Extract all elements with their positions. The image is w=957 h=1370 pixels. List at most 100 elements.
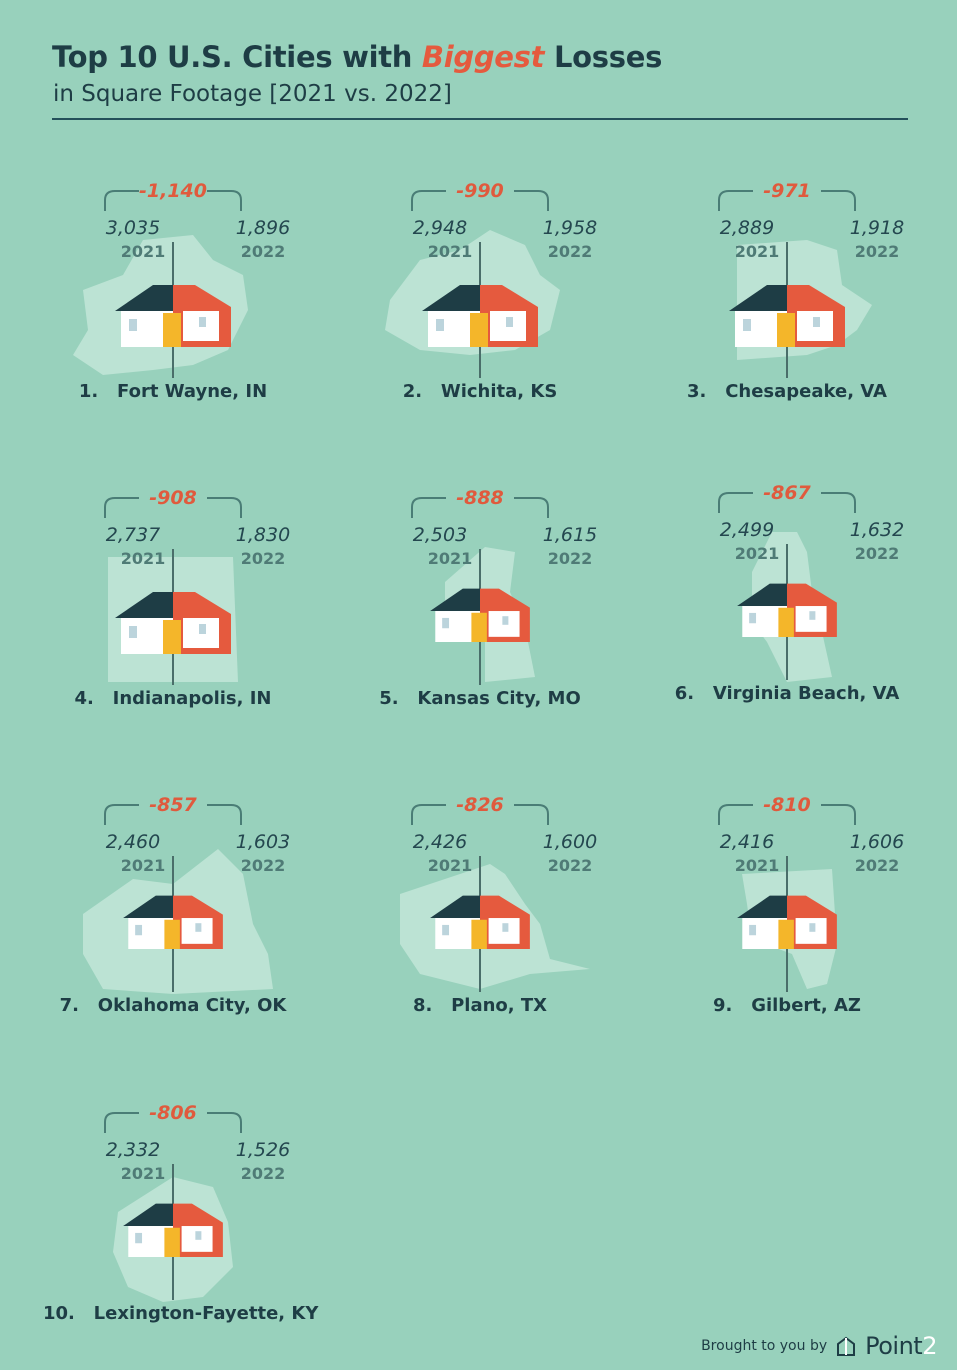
difference-value: -810 <box>763 794 811 816</box>
city-name: 9. Gilbert, AZ <box>713 995 861 1016</box>
brand-logo: Point2 <box>865 1332 937 1360</box>
city-illustration <box>385 190 560 378</box>
year-label-2022: 2022 <box>240 549 286 568</box>
value-2021: 2,948 <box>412 217 468 239</box>
value-2022: 1,600 <box>542 831 598 853</box>
value-2021: 2,503 <box>412 524 468 546</box>
year-label-2021: 2021 <box>120 856 166 875</box>
year-label-2021: 2021 <box>427 242 473 261</box>
house-icon <box>115 592 231 654</box>
difference-bracket <box>718 190 856 211</box>
footer-credit: Brought to you by Point2 <box>701 1332 937 1360</box>
year-label-2021: 2021 <box>427 856 473 875</box>
city-illustration <box>73 190 248 378</box>
title-highlight: Biggest <box>421 40 545 74</box>
house-icon <box>430 895 530 949</box>
value-2022: 1,632 <box>849 519 905 541</box>
value-2021: 2,332 <box>105 1139 161 1161</box>
value-2022: 1,603 <box>235 831 291 853</box>
difference-value: -990 <box>456 180 504 202</box>
value-2022: 1,615 <box>542 524 598 546</box>
year-label-2021: 2021 <box>734 544 780 563</box>
title-after: Losses <box>553 40 663 74</box>
city-card: -867 2,499 1,632 2021 2022 6. Virginia B… <box>657 482 957 722</box>
difference-value: -908 <box>149 487 197 509</box>
value-2022: 1,830 <box>235 524 291 546</box>
value-2021: 2,889 <box>719 217 775 239</box>
brand-main: Point <box>865 1332 923 1360</box>
city-name: 4. Indianapolis, IN <box>74 688 272 709</box>
value-2022: 1,606 <box>849 831 905 853</box>
value-2021: 2,416 <box>719 831 775 853</box>
city-card: -990 2,948 1,958 2021 2022 2. Wichita, K… <box>350 180 650 420</box>
year-label-2022: 2022 <box>240 856 286 875</box>
house-icon <box>422 285 538 347</box>
difference-bracket <box>411 804 549 825</box>
difference-bracket <box>411 497 549 518</box>
city-name: 2. Wichita, KS <box>402 381 558 402</box>
year-label-2021: 2021 <box>734 242 780 261</box>
year-label-2021: 2021 <box>120 242 166 261</box>
city-illustration <box>400 804 590 992</box>
city-card: -888 2,503 1,615 2021 2022 5. Kansas Cit… <box>350 487 650 727</box>
city-name: 1. Fort Wayne, IN <box>78 381 268 402</box>
difference-bracket <box>104 804 242 825</box>
city-illustration <box>104 497 242 685</box>
house-icon <box>737 895 837 949</box>
city-card: -857 2,460 1,603 2021 2022 7. Oklahoma C… <box>43 794 343 1034</box>
value-2021: 2,460 <box>105 831 161 853</box>
house-outline-icon <box>837 1336 856 1356</box>
difference-bracket <box>104 1112 242 1133</box>
value-2022: 1,526 <box>235 1139 291 1161</box>
city-card: -806 2,332 1,526 2021 2022 10. Lexington… <box>43 1102 343 1342</box>
difference-value: -888 <box>456 487 504 509</box>
year-label-2022: 2022 <box>854 242 900 261</box>
year-label-2021: 2021 <box>427 549 473 568</box>
page-title: Top 10 U.S. Cities with Biggest Losses <box>52 40 662 74</box>
difference-bracket <box>411 190 549 211</box>
difference-value: -867 <box>763 482 811 504</box>
city-card: -1,140 3,035 1,896 2021 2022 1. Fort Way… <box>43 180 343 420</box>
city-name: 5. Kansas City, MO <box>379 688 581 709</box>
value-2021: 2,737 <box>105 524 161 546</box>
city-illustration <box>411 497 549 685</box>
value-2022: 1,918 <box>849 217 905 239</box>
page-subtitle: in Square Footage [2021 vs. 2022] <box>53 81 452 107</box>
year-label-2021: 2021 <box>120 1164 166 1183</box>
city-name: 10. Lexington-Fayette, KY <box>43 1303 319 1324</box>
brought-by-text: Brought to you by <box>701 1338 828 1354</box>
difference-bracket <box>718 492 856 513</box>
value-2022: 1,896 <box>235 217 291 239</box>
year-label-2022: 2022 <box>547 549 593 568</box>
house-icon <box>737 583 837 637</box>
value-2021: 2,426 <box>412 831 468 853</box>
year-label-2022: 2022 <box>240 242 286 261</box>
year-label-2022: 2022 <box>854 544 900 563</box>
city-illustration <box>83 804 273 994</box>
house-icon <box>729 285 845 347</box>
city-illustration <box>718 804 856 992</box>
value-2022: 1,958 <box>542 217 598 239</box>
title-divider <box>52 118 908 120</box>
difference-bracket <box>104 190 242 211</box>
difference-bracket <box>718 804 856 825</box>
house-icon <box>115 285 231 347</box>
city-name: 8. Plano, TX <box>412 995 548 1016</box>
year-label-2022: 2022 <box>854 856 900 875</box>
difference-bracket <box>104 497 242 518</box>
city-card: -908 2,737 1,830 2021 2022 4. Indianapol… <box>43 487 343 727</box>
value-2021: 3,035 <box>105 217 161 239</box>
title-before: Top 10 U.S. Cities with <box>52 40 413 74</box>
city-card: -826 2,426 1,600 2021 2022 8. Plano, TX <box>350 794 650 1034</box>
value-2021: 2,499 <box>719 519 775 541</box>
year-label-2022: 2022 <box>547 242 593 261</box>
year-label-2022: 2022 <box>547 856 593 875</box>
year-label-2022: 2022 <box>240 1164 286 1183</box>
city-card: -810 2,416 1,606 2021 2022 9. Gilbert, A… <box>657 794 957 1034</box>
city-illustration <box>718 492 856 682</box>
city-name: 6. Virginia Beach, VA <box>674 683 900 704</box>
house-icon <box>123 895 223 949</box>
city-illustration <box>104 1112 242 1302</box>
city-name: 7. Oklahoma City, OK <box>59 995 287 1016</box>
city-card: -971 2,889 1,918 2021 2022 3. Chesapeake… <box>657 180 957 420</box>
